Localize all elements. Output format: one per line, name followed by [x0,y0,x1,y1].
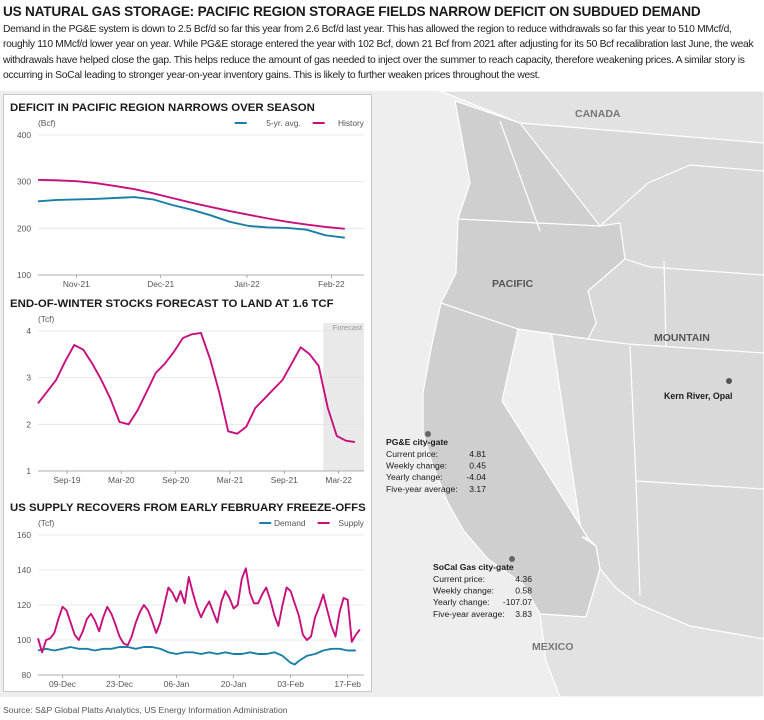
pge-row-value: 0.45 [469,461,486,471]
x-tick-label: 23-Dec [106,679,133,689]
chart-2: END-OF-WINTER STOCKS FORECAST TO LAND AT… [10,298,364,485]
series-line-stocks [37,331,356,444]
mexico-region [539,567,764,698]
map-svg: CANADA PACIFIC MOUNTAIN MEXICO Kern Rive… [386,90,764,698]
socal-row-label: Five-year average: [433,609,505,619]
socal-row-value: 0.58 [515,586,532,596]
socal-row-value: -107.07 [503,597,532,607]
map-label-mexico: MEXICO [532,641,573,653]
chart-3: US SUPPLY RECOVERS FROM EARLY FEBRUARY F… [10,502,366,689]
x-tick-label: 06-Jan [164,679,190,689]
y-tick-label: 1 [26,466,31,476]
pge-row-value: 4.81 [469,449,486,459]
forecast-shading [323,323,364,471]
y-tick-label: 200 [17,223,31,233]
socal-row-label: Weekly change: [433,586,494,596]
x-tick-label: Mar-20 [108,475,135,485]
forecast-label: Forecast [332,323,362,332]
socal-row-label: Current price: [433,574,485,584]
x-tick-label: 17-Feb [334,679,361,689]
chart-unit-label: (Bcf) [38,118,56,128]
map-label-pacific: PACIFIC [492,278,534,290]
x-tick-label: 09-Dec [49,679,76,689]
intro-paragraph: Demand in the PG&E system is down to 2.5… [3,24,754,81]
pge-row-value: 3.17 [469,484,486,494]
pge-row-value: -4.04 [466,472,486,482]
chart-unit-label: (Tcf) [38,314,54,324]
socal-price-box: SoCal Gas city-gate Current price: 4.36 We… [433,562,532,619]
socal-marker[interactable] [509,556,515,562]
y-tick-label: 3 [26,373,31,383]
chart-title: DEFICIT IN PACIFIC REGION NARROWS OVER S… [10,102,315,114]
kern-river-marker[interactable] [726,378,732,384]
legend-label: Demand [274,518,306,528]
legend-label: Supply [338,518,364,528]
state-borders [440,120,764,597]
y-tick-label: 80 [22,670,32,680]
pge-title: PG&E city-gate [386,437,448,447]
x-tick-label: Nov-21 [63,279,90,289]
x-tick-label: Feb-22 [318,279,345,289]
headline: US NATURAL GAS STORAGE: PACIFIC REGION S… [3,4,701,19]
series-line-history [37,178,345,230]
pge-row-label: Five-year average: [386,484,458,494]
y-tick-label: 140 [17,565,31,575]
chart-title: END-OF-WINTER STOCKS FORECAST TO LAND AT… [10,298,334,310]
y-tick-label: 400 [17,130,31,140]
x-tick-label: 03-Feb [277,679,304,689]
charts-panel: DEFICIT IN PACIFIC REGION NARROWS OVER S… [3,94,372,692]
legend-label: 5-yr. avg. [266,118,300,128]
charts-svg: DEFICIT IN PACIFIC REGION NARROWS OVER S… [10,102,366,689]
map-label-mountain: MOUNTAIN [654,332,710,344]
pge-row-label: Yearly change: [386,472,443,482]
x-tick-label: Mar-21 [217,475,244,485]
x-tick-label: Dec-21 [147,279,174,289]
y-tick-label: 100 [17,270,31,280]
canada-region [439,90,764,144]
chart-unit-label: (Tcf) [38,518,54,528]
y-tick-label: 2 [26,419,31,429]
kern-river-label: Kern River, Opal [664,391,732,401]
legend-label: History [338,118,365,128]
map-label-canada: CANADA [575,108,621,120]
socal-row-value: 4.36 [515,574,532,584]
x-tick-label: Sep-19 [53,475,80,485]
chart-title: US SUPPLY RECOVERS FROM EARLY FEBRUARY F… [10,502,366,514]
y-tick-label: 100 [17,635,31,645]
x-tick-label: 20-Jan [221,679,247,689]
series-line-supply [37,567,361,654]
pge-row-label: Current price: [386,449,438,459]
pge-row-label: Weekly change: [386,461,447,471]
chart-1: DEFICIT IN PACIFIC REGION NARROWS OVER S… [10,102,365,289]
series-line-demand [37,646,356,666]
socal-title: SoCal Gas city-gate [433,562,514,572]
socal-row-value: 3.83 [515,609,532,619]
socal-row-label: Yearly change: [433,597,490,607]
y-tick-label: 120 [17,600,31,610]
source-note: Source: S&P Global Platts Analytics, US … [3,705,288,715]
y-tick-label: 4 [26,326,31,336]
x-tick-label: Mar-22 [325,475,352,485]
x-tick-label: Sep-20 [162,475,189,485]
x-tick-label: Jan-22 [234,279,260,289]
x-tick-label: Sep-21 [271,475,298,485]
series-line-5-yr-avg- [37,196,345,239]
pacific-region [422,100,626,618]
pge-marker[interactable] [425,431,431,437]
y-tick-label: 160 [17,530,31,540]
pge-price-box: PG&E city-gate Current price: 4.81 Weekly … [386,437,486,494]
y-tick-label: 300 [17,177,31,187]
